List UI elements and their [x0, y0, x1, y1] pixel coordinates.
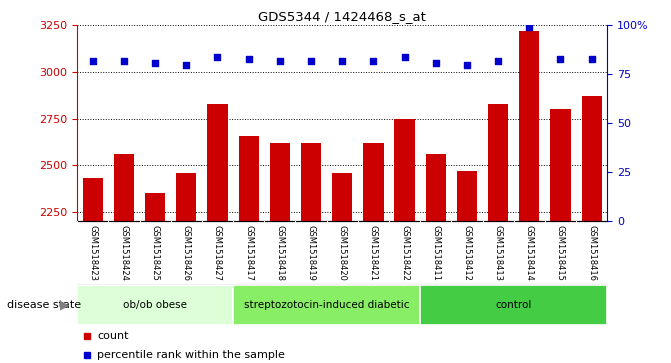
Point — [306, 58, 317, 64]
Point — [399, 54, 410, 60]
Text: GSM1518416: GSM1518416 — [587, 225, 596, 281]
Bar — [114, 154, 134, 221]
Bar — [77, 285, 233, 325]
Point — [212, 54, 223, 60]
Bar — [301, 143, 321, 221]
Bar — [420, 285, 607, 325]
Bar — [332, 173, 352, 221]
Point — [119, 58, 130, 64]
Point — [87, 58, 98, 64]
Point — [244, 56, 254, 62]
Text: GSM1518423: GSM1518423 — [89, 225, 97, 281]
Point — [462, 62, 472, 68]
Text: GSM1518418: GSM1518418 — [275, 225, 285, 281]
Text: count: count — [97, 331, 129, 340]
Bar — [488, 104, 508, 221]
Point — [430, 60, 441, 66]
Point — [150, 60, 160, 66]
Text: ▶: ▶ — [60, 298, 69, 311]
Text: percentile rank within the sample: percentile rank within the sample — [97, 350, 285, 360]
Text: disease state: disease state — [7, 300, 81, 310]
Text: GSM1518413: GSM1518413 — [494, 225, 503, 281]
Text: GSM1518414: GSM1518414 — [525, 225, 534, 281]
Text: streptozotocin-induced diabetic: streptozotocin-induced diabetic — [244, 300, 409, 310]
Text: GSM1518422: GSM1518422 — [400, 225, 409, 281]
Text: ob/ob obese: ob/ob obese — [123, 300, 187, 310]
Point — [555, 56, 566, 62]
Bar — [582, 96, 602, 221]
Bar — [425, 154, 446, 221]
Text: GSM1518417: GSM1518417 — [244, 225, 253, 281]
Text: control: control — [495, 300, 532, 310]
Text: GSM1518427: GSM1518427 — [213, 225, 222, 281]
Point — [493, 58, 503, 64]
Bar — [207, 104, 227, 221]
Bar — [238, 135, 259, 221]
Point — [181, 62, 192, 68]
Bar — [550, 109, 570, 221]
Title: GDS5344 / 1424468_s_at: GDS5344 / 1424468_s_at — [258, 10, 426, 23]
Point — [586, 56, 597, 62]
Bar — [363, 143, 384, 221]
Text: GSM1518419: GSM1518419 — [307, 225, 315, 281]
Bar — [176, 173, 197, 221]
Bar — [83, 179, 103, 221]
Bar — [395, 119, 415, 221]
Text: GSM1518421: GSM1518421 — [369, 225, 378, 281]
Point — [274, 58, 285, 64]
Text: GSM1518424: GSM1518424 — [119, 225, 128, 281]
Text: GSM1518426: GSM1518426 — [182, 225, 191, 281]
Point — [368, 58, 378, 64]
Text: GSM1518411: GSM1518411 — [431, 225, 440, 281]
Text: GSM1518412: GSM1518412 — [462, 225, 472, 281]
Bar — [233, 285, 420, 325]
Point — [524, 24, 535, 30]
Bar — [519, 31, 539, 221]
Point — [337, 58, 348, 64]
Text: GSM1518420: GSM1518420 — [338, 225, 347, 281]
Bar — [145, 193, 165, 221]
Text: GSM1518415: GSM1518415 — [556, 225, 565, 281]
Bar — [457, 171, 477, 221]
Bar — [270, 143, 290, 221]
Text: GSM1518425: GSM1518425 — [150, 225, 160, 281]
